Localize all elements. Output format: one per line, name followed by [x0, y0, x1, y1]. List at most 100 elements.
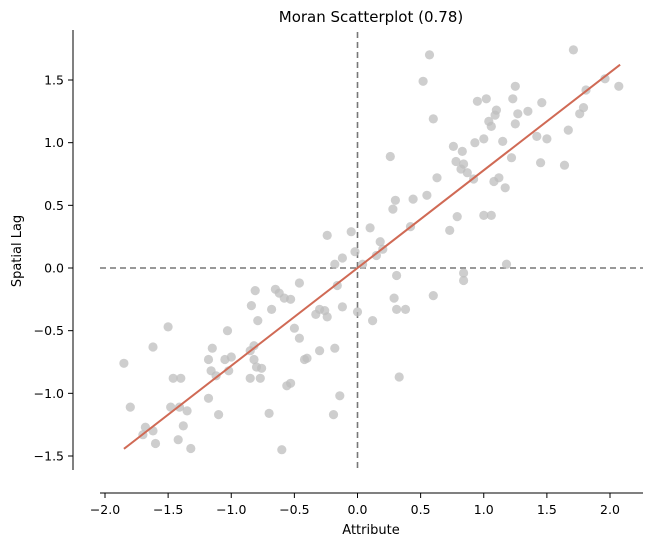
y-tick-label: 0.5 — [44, 198, 64, 213]
scatter-point — [214, 410, 224, 420]
scatter-point — [119, 358, 129, 368]
scatter-point — [163, 322, 173, 332]
scatter-point — [226, 352, 236, 362]
scatter-point — [335, 391, 345, 401]
scatter-point — [418, 76, 428, 86]
scatter-point — [400, 304, 411, 314]
regression-line — [123, 63, 621, 450]
y-tick-label: −0.5 — [34, 323, 64, 338]
y-tick-label: −1.5 — [34, 448, 64, 463]
scatter-point — [148, 342, 158, 352]
scatter-point — [394, 372, 404, 382]
scatter-point — [508, 94, 518, 104]
scatter-point — [614, 81, 624, 91]
scatter-point — [371, 250, 381, 261]
x-tick-label: 1.5 — [537, 502, 557, 517]
scatter-point — [513, 109, 523, 119]
scatter-point — [542, 134, 552, 144]
reference-lines — [100, 32, 643, 470]
scatter-point — [568, 45, 579, 55]
scatter-point — [481, 94, 491, 104]
scatter-point — [330, 259, 340, 269]
scatter-point — [176, 373, 186, 383]
scatter-point — [277, 445, 287, 455]
y-tick-label: 1.0 — [44, 135, 64, 150]
scatter-point — [250, 286, 260, 296]
scatter-point — [337, 253, 347, 263]
scatter-point — [328, 410, 339, 420]
scatter-point — [494, 173, 504, 183]
scatter-point — [203, 354, 214, 365]
scatter-point — [479, 210, 489, 220]
scatter-point — [432, 173, 442, 183]
scatter-point — [457, 146, 467, 156]
scatter-point — [368, 316, 378, 326]
scatter-point — [246, 301, 256, 311]
scatter-point — [388, 204, 398, 214]
scatter-point — [445, 225, 455, 235]
scatter-point — [222, 326, 233, 336]
x-axis-label: Attribute — [342, 523, 399, 538]
x-tick-label: −1.0 — [216, 502, 246, 517]
scatter-point — [486, 210, 496, 220]
scatter-point — [289, 323, 299, 333]
scatter-point — [315, 346, 325, 356]
scatter-point — [498, 136, 508, 146]
scatter-point — [448, 141, 458, 151]
chart-title: Moran Scatterplot (0.78) — [279, 8, 464, 26]
scatter-point — [459, 268, 469, 278]
scatter-point — [537, 98, 547, 108]
scatter-point — [385, 151, 395, 162]
scatter-point — [166, 402, 176, 412]
x-tick-label: −0.5 — [279, 502, 309, 517]
scatter-point — [424, 50, 435, 60]
scatter-point — [392, 304, 402, 314]
scatter-point — [203, 393, 214, 403]
y-tick-label: −1.0 — [34, 386, 64, 401]
scatter-point — [245, 373, 255, 383]
scatter-point — [428, 291, 438, 301]
scatter-point — [559, 160, 570, 170]
scatter-point — [322, 230, 332, 240]
scatter-point — [350, 247, 360, 257]
scatter-point — [322, 312, 332, 322]
scatter-point — [286, 378, 296, 388]
x-tick-label: −2.0 — [90, 502, 120, 517]
scatter-point — [255, 373, 265, 383]
scatter-point — [286, 294, 296, 304]
scatter-point — [532, 131, 542, 141]
scatter-point — [389, 293, 399, 303]
scatter-point — [352, 307, 363, 317]
x-tick-label: −1.5 — [153, 502, 183, 517]
scatter-point — [578, 103, 589, 113]
scatter-point — [479, 134, 489, 144]
scatter-point — [125, 402, 135, 412]
scatter-point — [486, 121, 496, 131]
scatter-point — [346, 227, 356, 237]
scatter-point — [563, 125, 573, 135]
x-tick-label: 2.0 — [600, 502, 620, 517]
scatter-point — [462, 168, 472, 178]
scatter-point — [294, 278, 304, 288]
scatter-point — [523, 106, 533, 116]
y-tick-label: 0.0 — [44, 261, 64, 276]
scatter-point — [510, 81, 520, 91]
scatter-point — [428, 114, 438, 124]
scatter-point — [510, 119, 520, 129]
scatter-point — [506, 153, 517, 163]
scatter-point — [536, 158, 546, 168]
scatter-point — [375, 237, 385, 247]
scatter-point — [408, 194, 418, 204]
scatter-point — [150, 438, 161, 449]
scatter-points — [119, 45, 624, 455]
scatter-point — [501, 259, 512, 269]
x-tick-label: 0.5 — [411, 502, 431, 517]
scatter-point — [182, 406, 192, 416]
scatter-point — [500, 183, 510, 193]
y-axis-ticks: −1.5 −1.0 −0.5 0.0 0.5 1.0 1.5 — [34, 73, 73, 463]
scatter-point — [422, 190, 432, 200]
scatter-point — [264, 408, 274, 418]
x-tick-label: 0.0 — [348, 502, 368, 517]
